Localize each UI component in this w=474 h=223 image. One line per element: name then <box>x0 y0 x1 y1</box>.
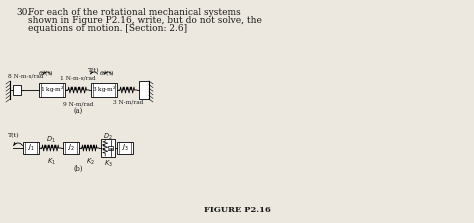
Bar <box>39 83 65 97</box>
Text: T(t): T(t) <box>8 133 20 138</box>
Bar <box>13 85 21 95</box>
Text: $\theta_2$(t): $\theta_2$(t) <box>99 68 115 78</box>
Text: $K_1$: $K_1$ <box>46 157 55 167</box>
Text: T(t): T(t) <box>88 68 100 73</box>
Text: $J_2$: $J_2$ <box>67 143 75 153</box>
Text: 9 N-m/rad: 9 N-m/rad <box>63 101 93 106</box>
Bar <box>108 146 113 150</box>
Text: 1 kg-m$^2$: 1 kg-m$^2$ <box>40 85 64 95</box>
Bar <box>91 83 117 97</box>
Text: equations of motion. [Section: 2.6]: equations of motion. [Section: 2.6] <box>28 24 187 33</box>
Text: (a): (a) <box>73 107 82 115</box>
Text: $D_2$: $D_2$ <box>103 132 113 142</box>
Text: 30.: 30. <box>16 8 30 17</box>
Bar <box>139 81 149 99</box>
Text: $K_3$: $K_3$ <box>103 159 112 169</box>
Text: shown in Figure P2.16, write, but do not solve, the: shown in Figure P2.16, write, but do not… <box>28 16 262 25</box>
Text: 3 N-m/rad: 3 N-m/rad <box>113 100 143 105</box>
Bar <box>101 139 115 157</box>
Text: 3 kg-m$^2$: 3 kg-m$^2$ <box>91 85 117 95</box>
Bar <box>117 142 133 154</box>
Text: $K_2$: $K_2$ <box>86 157 94 167</box>
Text: FIGURE P2.16: FIGURE P2.16 <box>203 206 271 214</box>
Text: $D_1$: $D_1$ <box>46 135 56 145</box>
Text: 8 N-m-s/rad: 8 N-m-s/rad <box>8 74 44 79</box>
Text: 1 N-m-s/rad: 1 N-m-s/rad <box>60 75 96 80</box>
Bar <box>63 142 79 154</box>
Text: $J_3$: $J_3$ <box>121 143 129 153</box>
Bar <box>23 142 39 154</box>
Text: $\theta_1$(t): $\theta_1$(t) <box>38 68 54 78</box>
Bar <box>108 148 113 150</box>
Text: $J_1$: $J_1$ <box>27 143 35 153</box>
Text: (b): (b) <box>73 165 83 173</box>
Text: For each of the rotational mechanical systems: For each of the rotational mechanical sy… <box>28 8 241 17</box>
